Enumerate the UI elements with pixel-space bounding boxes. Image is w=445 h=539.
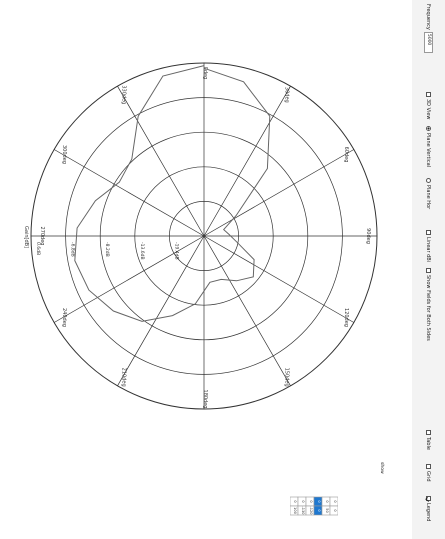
legend-label: show	[379, 462, 384, 474]
vertical-radio[interactable]	[426, 126, 431, 131]
angle-label: 240deg	[61, 308, 67, 327]
option-horizontal[interactable]: Plane Hor	[412, 178, 445, 209]
option-mark[interactable]: Table	[412, 430, 445, 450]
option-3d-label: 3D View	[425, 99, 432, 120]
grid-spoke	[54, 235, 205, 323]
angle-label: 60deg	[343, 147, 349, 163]
option-mark-label: Table	[425, 437, 432, 450]
option-rx[interactable]: Show Fields for Both Sides	[412, 268, 445, 341]
options-toolbar: Frequency 5000 3D View Plane Vertical Pl…	[412, 0, 445, 539]
option-log-label: Legend	[425, 503, 432, 522]
radial-label: 0.6dB	[35, 242, 41, 255]
table-cell-text: 100	[293, 507, 297, 514]
table-cell-text: 0	[333, 500, 337, 502]
grid-spoke	[117, 86, 205, 237]
option-dbi-label: Linear dBi	[425, 237, 432, 263]
option-grid[interactable]: Grid	[412, 464, 445, 482]
angle-label: 150deg	[284, 368, 290, 387]
mark-checkbox[interactable]	[426, 430, 431, 435]
option-rx-label: Show Fields for Both Sides	[425, 275, 432, 341]
angle-label: 30deg	[284, 87, 290, 103]
dbi-checkbox[interactable]	[426, 230, 431, 235]
table-cell-text: 0	[309, 500, 313, 502]
radiation-pattern-trace	[74, 65, 271, 322]
log-checkbox[interactable]	[426, 496, 431, 501]
angle-label: 210deg	[121, 368, 127, 387]
options-panel: Frequency 5000 3D View Plane Vertical Pl…	[412, 0, 445, 539]
grid-spoke	[203, 86, 291, 237]
table-cell-text: 0	[333, 509, 337, 511]
table-cell-text: -120	[309, 507, 313, 515]
frequency-label: Frequency	[425, 4, 432, 30]
option-3d[interactable]: 3D View	[412, 92, 445, 120]
radial-label: -13.6dB	[139, 242, 145, 260]
angle-label: 90deg	[365, 228, 371, 244]
angle-label: 330deg	[121, 85, 127, 104]
3d-checkbox[interactable]	[426, 92, 431, 97]
option-grid-label: Grid	[425, 471, 432, 482]
option-vertical[interactable]: Plane Vertical	[412, 126, 445, 167]
grid-checkbox[interactable]	[426, 464, 431, 469]
radial-label: -19.4dB	[173, 242, 179, 260]
table-cell-text: 0	[293, 500, 297, 502]
radial-label: -6.8dB	[70, 242, 76, 257]
table-cell-text: 0	[317, 509, 321, 511]
option-log[interactable]: Legend	[412, 496, 445, 521]
table-cell-text: 0	[317, 500, 321, 502]
angle-label: 0deg	[202, 67, 208, 80]
table-cell-text: -130	[301, 507, 305, 515]
angle-label: 120deg	[343, 308, 349, 327]
polar-plot-area: 0deg 30deg 60deg 90deg 120deg 150deg 180deg 210…	[23, 0, 413, 539]
grid-spoke	[203, 235, 354, 323]
option-vertical-label: Plane Vertical	[425, 133, 432, 168]
table-cell-text: 50	[325, 508, 329, 512]
grid-spoke	[117, 235, 205, 386]
angle-label: 270deg	[39, 227, 45, 246]
frequency-select[interactable]: 5000	[424, 31, 433, 53]
option-dbi[interactable]: Linear dBi	[412, 230, 445, 262]
angle-label: 180deg	[202, 390, 208, 409]
frequency-control: Frequency 5000	[412, 4, 445, 53]
grid-spoke	[203, 235, 291, 386]
polar-plot: 0deg 30deg 60deg 90deg 120deg 150deg 180deg 210…	[23, 62, 378, 410]
table-cell-text: 0	[325, 500, 329, 502]
gain-axis-label: Gain[dB]	[23, 226, 29, 248]
grid-spoke	[54, 149, 205, 237]
angle-label: 300deg	[61, 145, 67, 164]
horizontal-radio[interactable]	[426, 178, 431, 183]
table-cell-text: 0	[301, 500, 305, 502]
radial-label: -8.2dB	[104, 242, 110, 257]
legend-note: show	[370, 462, 384, 492]
rx-checkbox[interactable]	[426, 268, 431, 273]
option-horizontal-label: Plane Hor	[425, 185, 432, 210]
grid-spoke	[203, 149, 354, 237]
